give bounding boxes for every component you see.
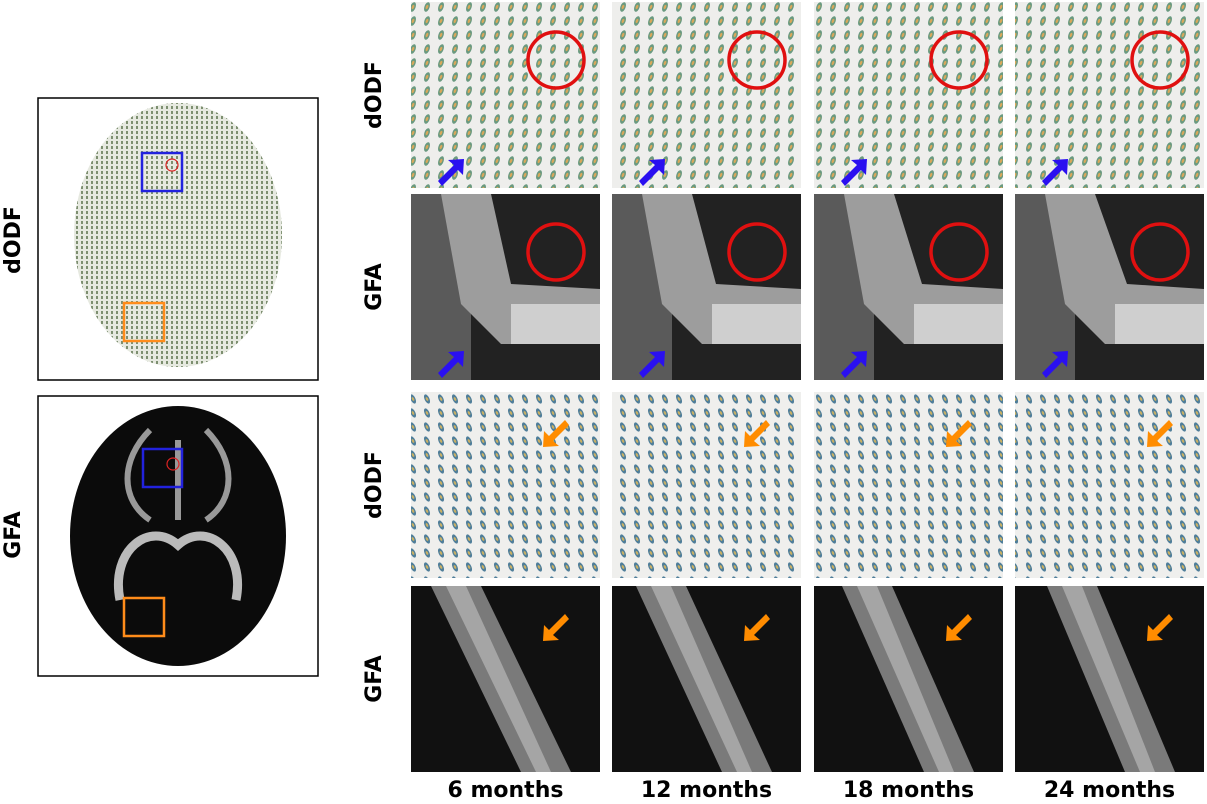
gfa-band (1062, 586, 1155, 772)
blue-arrow (639, 351, 665, 378)
red-circle (929, 30, 989, 90)
blue-arrow (841, 351, 867, 378)
gfa-band (857, 586, 954, 772)
odf-panel (1015, 392, 1204, 578)
orange-arrow (744, 420, 770, 447)
red-circle (1130, 222, 1190, 282)
gfa-band (651, 586, 752, 772)
odf-panel (814, 392, 1003, 578)
blue-arrow (639, 159, 665, 186)
roi-orange (122, 596, 166, 638)
blue-arrow (841, 159, 867, 186)
row-label: dODF (362, 61, 387, 129)
red-circle (727, 30, 787, 90)
column-label: 12 months (641, 778, 772, 803)
gfa-pixel (914, 304, 1003, 344)
brain-odf-map (74, 103, 282, 367)
brain-tract (114, 531, 242, 601)
orange-arrow (1147, 420, 1173, 447)
gfa-pixel (1115, 304, 1204, 344)
orange-arrow (744, 614, 770, 641)
blue-arrow (438, 159, 464, 186)
roi-red (165, 158, 179, 172)
red-circle (526, 30, 586, 90)
gfa-band (446, 586, 551, 772)
red-circle (929, 222, 989, 282)
row-label: GFA (362, 655, 387, 703)
column-label: 24 months (1044, 778, 1175, 803)
orange-arrow (543, 614, 569, 641)
brain-tract (124, 427, 232, 523)
odf-panel (612, 392, 801, 578)
blue-arrow (1042, 351, 1068, 378)
roi-blue (141, 447, 184, 489)
gfa-pixel (712, 304, 801, 344)
row-label: GFA (1, 511, 26, 559)
red-circle (526, 222, 586, 282)
roi-red (166, 457, 180, 471)
column-label: 18 months (843, 778, 974, 803)
roi-orange (122, 301, 166, 343)
column-label: 6 months (448, 778, 564, 803)
row-label: dODF (362, 451, 387, 519)
orange-arrow (946, 420, 972, 447)
odf-panel (411, 392, 600, 578)
row-label: dODF (1, 206, 26, 274)
odf-panel (1015, 2, 1204, 188)
odf-panel (411, 2, 600, 188)
odf-panel (814, 2, 1003, 188)
gfa-pixel (511, 304, 600, 344)
roi-blue (140, 151, 184, 193)
blue-arrow (1042, 159, 1068, 186)
red-circle (727, 222, 787, 282)
orange-arrow (543, 420, 569, 447)
red-circle (1130, 30, 1190, 90)
orange-arrow (946, 614, 972, 641)
orange-arrow (1147, 614, 1173, 641)
blue-arrow (438, 351, 464, 378)
row-label: GFA (362, 263, 387, 311)
odf-panel (612, 2, 801, 188)
